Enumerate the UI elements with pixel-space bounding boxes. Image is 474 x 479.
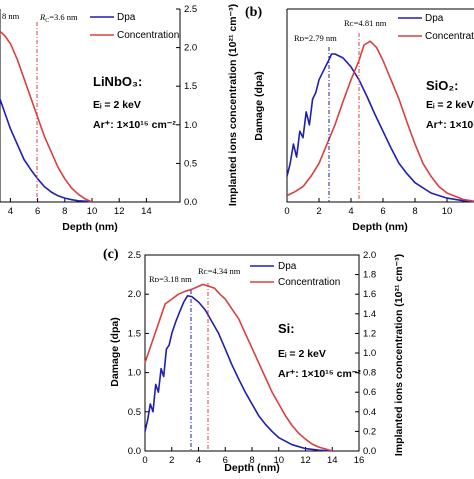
panel-c-material: Si: <box>278 321 295 336</box>
panel-b-legend: Dpa Concentration <box>398 13 474 42</box>
panel-c-x-ticks: 0 2 4 6 8 10 12 14 16 <box>142 447 364 466</box>
right-y-tick-label: 1.6 <box>363 289 376 300</box>
y-tick-label: 2.0 <box>128 289 141 300</box>
right-y-tick-label: 0.8 <box>363 368 376 379</box>
panel-a-legend-dpa: Dpa <box>117 12 136 23</box>
panel-c-curves <box>144 283 333 452</box>
panel-a-right-ticks: 0.0 0.5 1.0 1.5 2.0 2.5 <box>176 4 197 208</box>
right-y-tick-label: 0.4 <box>363 407 376 418</box>
panel-a-rc-label: RC=3.6 nm <box>39 12 78 24</box>
x-tick-label: 2 <box>169 455 174 466</box>
panel-c-fluence: Ar⁺: 1×10¹⁵ cm⁻² <box>278 368 361 380</box>
panel-c-ylabel-right: Implanted ions concentration (10²¹ cm⁻³) <box>393 254 405 456</box>
x-tick-label: 10 <box>442 206 453 217</box>
right-y-tick-label: 0.0 <box>184 197 197 208</box>
panel-c-energy: Eᵢ = 2 keV <box>278 348 326 360</box>
right-y-tick-label: 1.5 <box>184 81 197 92</box>
panel-a-legend: Dpa Concentration <box>90 12 179 41</box>
x-tick-label: 8 <box>249 455 254 466</box>
panel-c-right-ticks: 0.0 0.2 0.4 0.6 0.8 1.0 1.2 1.4 1.6 1.8 2.0 <box>355 250 376 457</box>
right-y-tick-label: 2.0 <box>363 250 376 261</box>
right-y-tick-label: 1.0 <box>363 348 376 359</box>
right-y-tick-label: 1.0 <box>184 120 197 131</box>
panel-b-xlabel: Depth (nm) <box>352 221 407 233</box>
panel-c-label: (c) <box>103 247 119 262</box>
panel-a-ylabel-right: Implanted ions concentration (10²¹ cm⁻³) <box>227 4 239 206</box>
x-tick-label: 10 <box>273 455 284 466</box>
panel-c: 0 2 4 6 8 10 12 14 16 0.00.51.01.52.02.5 0.00.20… <box>103 247 405 474</box>
y-tick-label: 1.5 <box>128 328 141 339</box>
panel-b-energy: Eᵢ = 2 keV <box>426 99 474 111</box>
panel-b-material: SiO₂: <box>426 78 459 93</box>
x-tick-label: 12 <box>114 206 125 217</box>
x-tick-label: 4 <box>196 455 201 466</box>
panel-b-rc-label: Rᴄ=4.81 nm <box>344 18 387 28</box>
panel-a-xlabel: Depth (nm) <box>62 221 117 233</box>
series-line-dpa <box>144 294 333 452</box>
x-tick-label: 6 <box>35 206 40 217</box>
panel-c-left-ticks: 0.0 0.5 1.0 1.5 2.0 2.5 <box>128 250 149 457</box>
panel-b-legend-dpa: Dpa <box>425 13 444 24</box>
series-line-concentration <box>286 40 474 202</box>
panel-c-legend-dpa: Dpa <box>278 261 297 272</box>
panel-c-xlabel: Depth (nm) <box>224 462 279 474</box>
panel-a-rd-label: 8 nm <box>2 11 20 21</box>
panel-b-rd-label: Rᴅ=2.79 nm <box>294 33 337 43</box>
panel-a-energy: Eᵢ = 2 keV <box>93 99 141 111</box>
x-tick-label: 10 <box>87 206 98 217</box>
panel-b-x-ticks: 0 2 4 6 8 10 <box>284 198 452 217</box>
panel-c-rd-label: Rᴅ=3.18 nm <box>149 274 192 284</box>
x-tick-label: 14 <box>327 455 338 466</box>
panel-a-material: LiNbO₃: <box>93 74 142 89</box>
right-y-tick-label: 0.6 <box>363 387 376 398</box>
x-tick-label: 8 <box>412 206 417 217</box>
x-tick-label: 12 <box>300 455 311 466</box>
panel-a-curves <box>0 31 93 203</box>
y-tick-label: 2.5 <box>128 250 141 261</box>
right-y-tick-label: 0.5 <box>184 158 197 169</box>
panel-c-legend: Dpa Concentration <box>250 261 340 288</box>
right-y-tick-label: 1.4 <box>363 309 376 320</box>
right-y-tick-label: 2.5 <box>184 4 197 15</box>
panel-b-fluence: Ar⁺: 1×10¹ <box>426 119 474 131</box>
series-line-concentration <box>0 31 93 203</box>
x-tick-label: 0 <box>142 455 147 466</box>
panel-b-ylabel: Damage (dpa) <box>253 71 265 140</box>
panel-a-x-ticks: 4 6 8 10 12 14 <box>8 198 152 217</box>
x-tick-label: 4 <box>348 206 353 217</box>
series-line-concentration <box>144 283 333 452</box>
panel-b-curves <box>286 40 474 203</box>
right-y-tick-label: 1.2 <box>363 328 376 339</box>
x-tick-label: 4 <box>8 206 13 217</box>
right-y-tick-label: 2.0 <box>184 43 197 54</box>
panel-a-fluence: Ar⁺: 1×10¹⁵ cm⁻² <box>93 119 176 131</box>
panel-b-label: (b) <box>245 5 262 20</box>
panel-a: 4 6 8 10 12 14 0.0 0.5 1.0 1.5 2.0 2.5 8 nm RC=3.6… <box>0 4 239 233</box>
panel-a-rc-value: 3.6 nm <box>54 12 78 22</box>
x-tick-label: 0 <box>284 206 289 217</box>
right-y-tick-label: 1.8 <box>363 270 376 281</box>
x-tick-label: 16 <box>354 455 365 466</box>
series-line-dpa <box>0 96 93 203</box>
right-y-tick-label: 0.0 <box>363 446 376 457</box>
panel-c-legend-conc: Concentration <box>278 277 340 288</box>
panel-b-legend-conc: Concentration <box>425 31 474 42</box>
x-tick-label: 8 <box>62 206 67 217</box>
x-tick-label: 2 <box>316 206 321 217</box>
x-tick-label: 14 <box>141 206 152 217</box>
panel-b: 0 2 4 6 8 10 (b) Rᴅ=2.79 nm Rᴄ=4.81 nm Dpa Co… <box>245 5 474 233</box>
y-tick-label: 1.0 <box>128 368 141 379</box>
right-y-tick-label: 0.2 <box>363 426 376 437</box>
y-tick-label: 0.5 <box>128 407 141 418</box>
x-tick-label: 6 <box>380 206 385 217</box>
y-tick-label: 0.0 <box>128 446 141 457</box>
panel-a-legend-conc: Concentration <box>117 30 179 41</box>
panel-c-rc-label: Rᴄ=4.34 nm <box>198 266 241 276</box>
panel-c-ylabel: Damage (dpa) <box>109 317 121 386</box>
series-line-dpa <box>286 53 474 203</box>
x-tick-label: 6 <box>223 455 228 466</box>
